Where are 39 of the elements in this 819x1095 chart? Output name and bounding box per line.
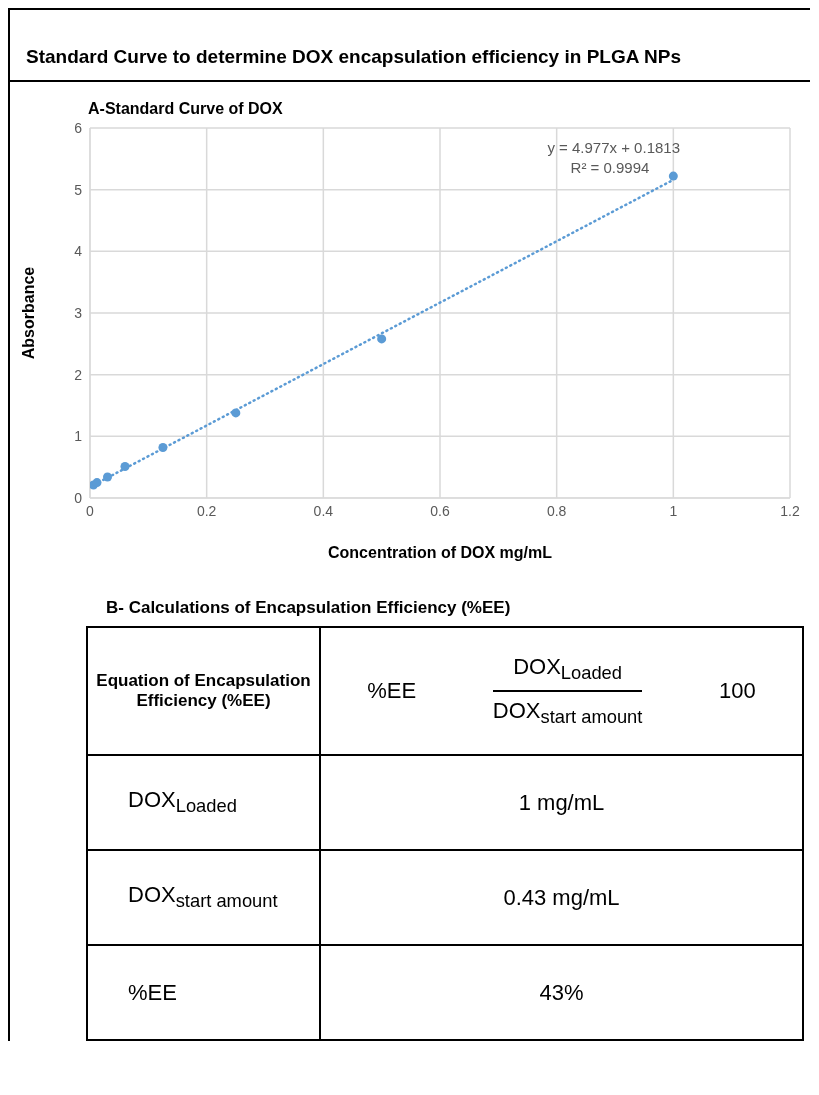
chart-subtitle: A-Standard Curve of DOX [88, 100, 283, 117]
point [120, 462, 130, 472]
y-tick-label: 0 [74, 489, 83, 506]
y-tick-label: 6 [74, 119, 83, 136]
text: DOX$_{Loaded}$ [513, 653, 623, 683]
chart-title: Standard Curve to determine DOX encapsulation efficiency in PLGA NPs [26, 46, 681, 67]
text: %EE [367, 678, 417, 704]
x-axis-title: Concentration of DOX mg/mL [328, 544, 553, 561]
point [231, 408, 241, 418]
x-tick-label: 0.6 [430, 502, 450, 519]
y-tick-label: 5 [74, 181, 83, 198]
x-tick-label: 0.8 [546, 502, 567, 519]
annotation: y = 4.977x + 0.1813 [547, 139, 680, 156]
point [668, 171, 678, 181]
y-tick-label: 2 [74, 366, 83, 383]
annotation: R² = 0.9994 [570, 159, 650, 176]
point [102, 472, 113, 482]
point [92, 478, 102, 488]
text: DOX$_{Loaded}$ [128, 787, 237, 817]
point [158, 442, 168, 452]
text: %EE [128, 979, 177, 1005]
text: 1 mg/mL [518, 789, 605, 815]
text: 0.43 mg/mL [503, 884, 620, 910]
point [377, 334, 387, 344]
y-axis-title: Absorbance [19, 266, 37, 360]
x-tick-label: 1 [669, 502, 678, 519]
text: B- Calculations of Encapsulation Efficiency (%EE) [106, 598, 511, 617]
text: 43% [539, 979, 584, 1005]
text: DOX$_{start amount}$ [128, 882, 278, 912]
x-tick-label: 0 [86, 502, 95, 519]
y-tick-label: 3 [74, 304, 83, 321]
x-tick-label: 0.4 [313, 502, 334, 519]
text: Equation of Encapsulation Efficiency (%EE) [96, 671, 311, 710]
text: DOX$_{start amount}$ [492, 698, 643, 728]
x-tick-label: 0.2 [196, 502, 217, 519]
x-tick-label: 1.2 [780, 502, 800, 519]
text: 100 [718, 678, 756, 704]
y-tick-label: 1 [74, 428, 83, 445]
y-tick-label: 4 [74, 243, 83, 260]
